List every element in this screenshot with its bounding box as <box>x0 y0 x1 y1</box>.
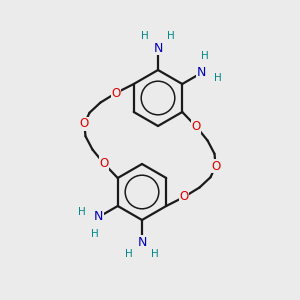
Text: H: H <box>201 51 209 61</box>
Text: N: N <box>153 41 163 55</box>
Text: H: H <box>141 31 149 41</box>
Text: H: H <box>78 207 86 217</box>
Text: O: O <box>191 120 201 133</box>
Text: H: H <box>167 31 175 41</box>
Text: H: H <box>91 229 99 239</box>
Text: H: H <box>214 73 222 83</box>
Text: O: O <box>111 87 121 100</box>
Text: H: H <box>151 249 159 259</box>
Text: H: H <box>125 249 133 259</box>
Text: O: O <box>99 157 109 170</box>
Text: N: N <box>196 67 206 80</box>
Text: N: N <box>137 236 147 248</box>
Text: O: O <box>80 118 89 130</box>
Text: O: O <box>211 160 220 172</box>
Text: O: O <box>179 190 189 203</box>
Text: N: N <box>94 211 104 224</box>
